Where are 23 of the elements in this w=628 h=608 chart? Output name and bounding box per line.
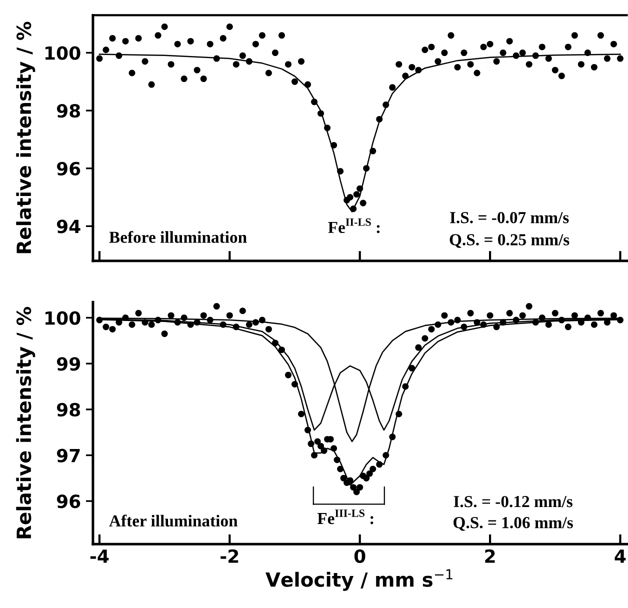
- annotation: Before illumination: [109, 231, 247, 243]
- y-tick-label: 100: [45, 46, 80, 60]
- annotation: Q.S. = 0.25 mm/s: [450, 234, 570, 248]
- y-tick-label: 94: [56, 220, 80, 234]
- y-tick-label: 96: [56, 162, 80, 176]
- y-tick-label: 97: [56, 448, 80, 462]
- x-tick-label: 2: [485, 549, 495, 563]
- annotation: I.S. = -0.12 mm/s: [454, 496, 572, 508]
- y-tick-label: 96: [56, 494, 80, 508]
- y-tick-label: 98: [56, 104, 80, 118]
- x-axis-title: Velocity / mm s$^{−1}$: [266, 569, 452, 591]
- annotation: I.S. = -0.07 mm/s: [450, 212, 569, 224]
- x-tick-label: -2: [220, 549, 238, 563]
- y-tick-label: 98: [56, 402, 80, 417]
- annotation: Q.S. = 1.06 mm/s: [454, 517, 573, 531]
- x-tick-label: -4: [90, 550, 109, 563]
- y-tick-label: 100: [45, 311, 80, 325]
- annotation: After illumination: [109, 514, 238, 527]
- y-tick-label: 99: [56, 357, 80, 371]
- y-axis-title: Relative intensity / %: [16, 22, 36, 254]
- x-tick-label: 4: [614, 550, 626, 563]
- y-axis-title: Relative intensity / %: [16, 306, 36, 538]
- x-tick-label: 0: [354, 549, 366, 563]
